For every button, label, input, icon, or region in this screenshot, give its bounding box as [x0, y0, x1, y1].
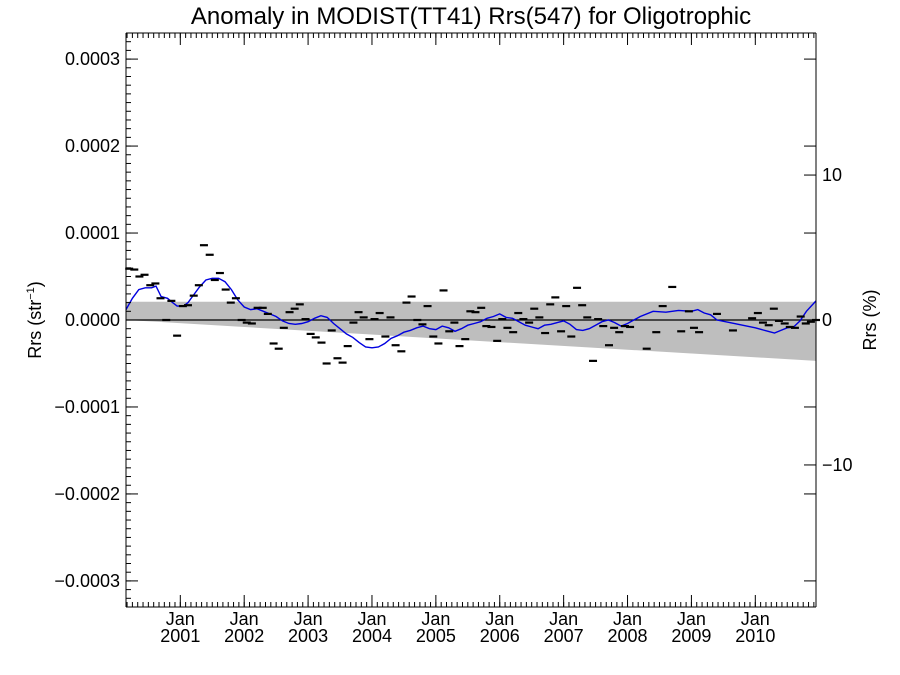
uncertainty-band — [126, 301, 816, 361]
y-axis-label: Rrs (str−1) — [25, 281, 45, 359]
y-tick-label: 0.0003 — [65, 49, 120, 69]
x-tick-year-label: 2007 — [544, 626, 584, 646]
x-tick-month-label: Jan — [421, 609, 450, 629]
y-tick-label: 0.0000 — [65, 310, 120, 330]
series-line-smoothed — [125, 277, 817, 349]
y2-tick-label: 10 — [822, 165, 842, 185]
x-tick-year-label: 2006 — [480, 626, 520, 646]
x-tick-month-label: Jan — [549, 609, 578, 629]
x-tick-year-label: 2008 — [608, 626, 648, 646]
x-tick-year-label: 2004 — [352, 626, 392, 646]
x-tick-year-label: 2009 — [671, 626, 711, 646]
x-tick-year-label: 2001 — [160, 626, 200, 646]
x-tick-month-label: Jan — [485, 609, 514, 629]
x-tick-year-label: 2010 — [735, 626, 775, 646]
x-tick-month-label: Jan — [741, 609, 770, 629]
x-tick-month-label: Jan — [677, 609, 706, 629]
y-tick-label: 0.0001 — [65, 223, 120, 243]
x-tick-year-label: 2005 — [416, 626, 456, 646]
y2-axis-label: Rrs (%) — [860, 290, 880, 351]
x-tick-month-label: Jan — [166, 609, 195, 629]
x-tick-month-label: Jan — [230, 609, 259, 629]
x-tick-month-label: Jan — [357, 609, 386, 629]
x-tick-year-label: 2002 — [224, 626, 264, 646]
x-tick-month-label: Jan — [294, 609, 323, 629]
y-tick-label: −0.0001 — [54, 397, 120, 417]
x-tick-year-label: 2003 — [288, 626, 328, 646]
y-tick-label: 0.0002 — [65, 136, 120, 156]
y2-tick-label: −10 — [822, 455, 853, 475]
y-tick-label: −0.0002 — [54, 484, 120, 504]
chart-title: Anomaly in MODIST(TT41) Rrs(547) for Oli… — [191, 3, 751, 30]
x-tick-month-label: Jan — [613, 609, 642, 629]
y2-tick-label: 0 — [822, 310, 832, 330]
y-tick-label: −0.0003 — [54, 571, 120, 591]
